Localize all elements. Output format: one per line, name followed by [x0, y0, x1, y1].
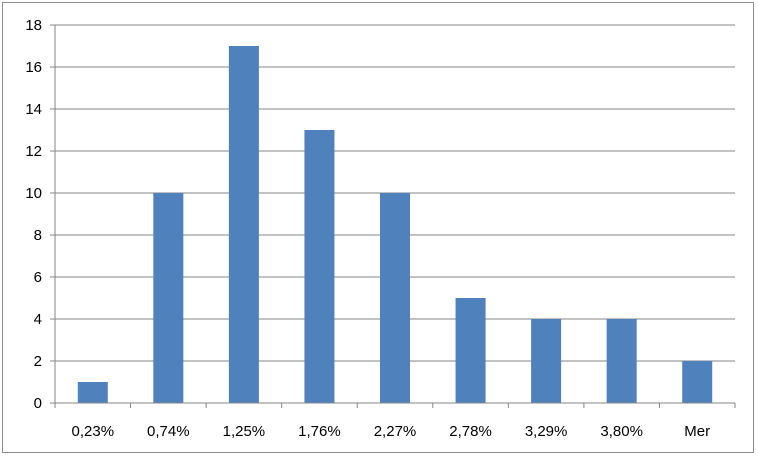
- x-tick-label: 0,23%: [72, 423, 115, 440]
- y-tick-label: 14: [25, 101, 42, 118]
- y-tick-labels: 0 2 4 6 8 10 12 14 16 18: [25, 17, 42, 412]
- y-tick-label: 6: [34, 269, 42, 286]
- bar: [153, 193, 184, 403]
- bar: [682, 361, 713, 403]
- bar: [380, 193, 410, 403]
- x-tick-label: 3,29%: [525, 423, 568, 440]
- x-tick-label: 1,25%: [223, 423, 266, 440]
- bar: [455, 298, 486, 403]
- x-tick-label: 1,76%: [298, 423, 341, 440]
- bar: [304, 130, 335, 403]
- x-tick-label: Mer: [684, 423, 710, 440]
- y-tick-label: 0: [34, 395, 42, 412]
- y-tick-label: 16: [25, 59, 42, 76]
- y-tick-label: 8: [34, 227, 42, 244]
- bar: [77, 382, 108, 403]
- y-tick-label: 2: [34, 353, 42, 370]
- x-tick-label: 2,78%: [449, 423, 492, 440]
- x-tick-label: 0,74%: [147, 423, 190, 440]
- axes: [54, 25, 736, 408]
- y-tick-label: 12: [25, 143, 42, 160]
- x-tick-labels: 0,23% 0,74% 1,25% 1,76% 2,27% 2,78% 3,29% 3,80%…: [72, 423, 711, 440]
- x-tick-label: 3,80%: [600, 423, 643, 440]
- y-tick-label: 18: [25, 17, 42, 34]
- bar: [531, 319, 562, 403]
- bar: [228, 46, 259, 403]
- y-tick-label: 4: [34, 311, 42, 328]
- bar: [606, 319, 637, 403]
- y-tick-label: 10: [25, 185, 42, 202]
- bars: [77, 46, 713, 403]
- x-tick-label: 2,27%: [374, 423, 417, 440]
